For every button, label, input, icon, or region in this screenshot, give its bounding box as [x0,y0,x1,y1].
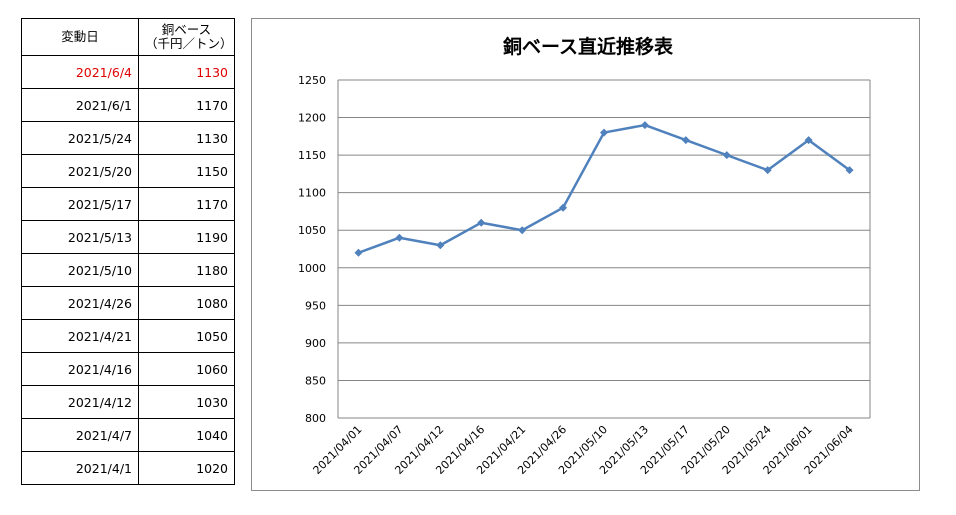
table-row: 2021/4/16 1060 [21,352,235,386]
price-header-line2: （千円／トン） [145,36,233,51]
price-cell: 1040 [138,418,235,452]
price-cell: 1130 [138,121,235,155]
y-tick-label: 950 [305,299,326,312]
table-row: 2021/5/17 1170 [21,187,235,221]
data-point [722,151,731,160]
price-cell: 1190 [138,220,235,254]
price-cell: 1030 [138,385,235,419]
table-row: 2021/4/7 1040 [21,418,235,452]
data-point [354,248,363,257]
price-cell: 1150 [138,154,235,188]
y-tick-label: 1200 [298,112,326,125]
line-chart: 銅ベース直近推移表 800 850 900 950 1000 1050 1100 1150 12… [298,35,871,477]
table-row: 2021/6/4 1130 [21,55,235,89]
table-row: 2021/4/26 1080 [21,286,235,320]
y-tick-label: 850 [305,374,326,387]
data-point [600,128,608,137]
date-cell: 2021/4/26 [21,286,139,320]
chart-title: 銅ベース直近推移表 [503,35,674,58]
series-line [358,123,851,254]
y-tick-label: 1250 [298,74,326,87]
data-point [477,218,486,227]
price-cell: 1050 [138,319,235,353]
date-cell: 2021/6/1 [21,88,139,122]
table-row: 2021/5/20 1150 [21,154,235,188]
date-cell: 2021/5/10 [21,253,139,287]
price-cell: 1080 [138,286,235,320]
data-point [436,241,445,250]
table-row: 2021/5/24 1130 [21,121,235,155]
table-header-row: 変動日 銅ベース （千円／トン） [21,18,235,56]
table-row: 2021/6/1 1170 [21,88,235,122]
data-point [681,136,690,145]
data-point [395,233,404,242]
data-point [845,166,854,175]
data-point [763,166,772,175]
date-cell: 2021/4/16 [21,352,139,386]
date-cell: 2021/4/21 [21,319,139,353]
data-point [559,203,568,212]
y-tick-label: 900 [305,337,326,350]
data-point [518,226,527,235]
data-point [804,136,813,145]
y-tick-label: 1050 [298,224,326,237]
series-layer [354,121,854,257]
date-cell: 2021/5/20 [21,154,139,188]
price-cell: 1170 [138,88,235,122]
price-table: 変動日 銅ベース （千円／トン） 2021/6/4 1130 2021/6/1 1170… [21,18,235,485]
price-cell: 1020 [138,451,235,485]
x-axis-ticks: 2021/04/012021/04/072021/04/122021/04/16… [311,423,856,477]
date-cell: 2021/5/13 [21,220,139,254]
y-tick-label: 1150 [298,149,326,162]
data-point [640,121,649,130]
date-cell: 2021/5/17 [21,187,139,221]
table-row: 2021/4/1 1020 [21,451,235,485]
table-row: 2021/4/21 1050 [21,319,235,353]
date-column-header: 変動日 [21,18,139,56]
date-cell: 2021/4/7 [21,418,139,452]
date-cell: 2021/4/12 [21,385,139,419]
y-tick-label: 1000 [298,262,326,275]
price-cell: 1170 [138,187,235,221]
table-row: 2021/5/10 1180 [21,253,235,287]
y-axis-ticks: 800 850 900 950 1000 1050 1100 1150 1200 1250 [298,74,326,425]
y-tick-label: 800 [305,412,326,425]
price-cell: 1180 [138,253,235,287]
price-column-header: 銅ベース （千円／トン） [138,18,235,56]
chart-area: 銅ベース直近推移表 800 850 900 950 1000 1050 1100 1150 12… [251,18,920,491]
y-tick-label: 1100 [298,187,326,200]
price-cell: 1130 [138,55,235,89]
date-cell: 2021/6/4 [21,55,139,89]
price-cell: 1060 [138,352,235,386]
date-cell: 2021/5/24 [21,121,139,155]
price-header-line1: 銅ベース [161,21,212,37]
table-row: 2021/4/12 1030 [21,385,235,419]
grid-lines [337,79,871,419]
date-cell: 2021/4/1 [21,451,139,485]
table-row: 2021/5/13 1190 [21,220,235,254]
